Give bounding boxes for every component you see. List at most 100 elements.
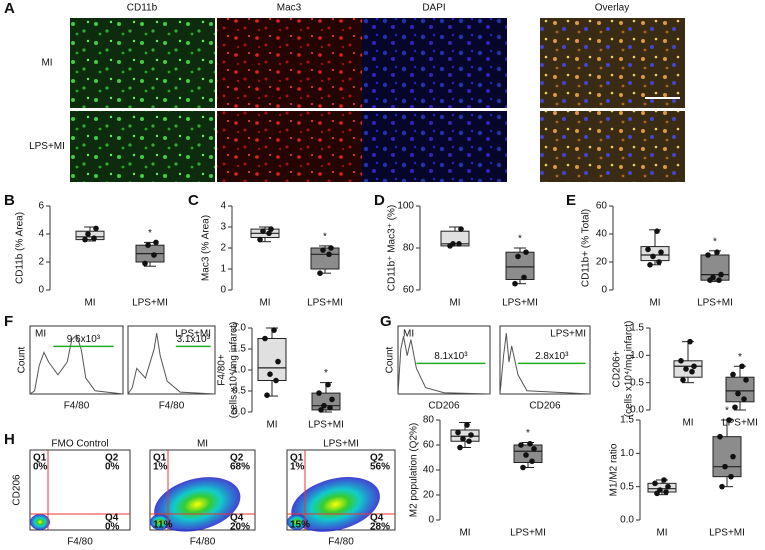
x-tick-label: MI (266, 420, 277, 431)
data-point (518, 442, 524, 448)
significance-star: * (725, 406, 729, 417)
data-point (82, 236, 88, 243)
significance-star: * (713, 236, 717, 247)
panel-letter: H (4, 431, 15, 448)
histogram-frame (397, 325, 491, 395)
quadrant-value: 11% (153, 520, 173, 531)
data-point (521, 274, 527, 281)
y-axis-label: M1/M2 ratio (609, 443, 620, 496)
histogram-curve (127, 333, 216, 395)
data-point (458, 226, 464, 232)
data-point (735, 390, 741, 397)
data-point (151, 252, 157, 258)
data-point (455, 429, 461, 436)
data-point (268, 226, 274, 232)
data-point (316, 390, 322, 396)
x-tick-label: MI (84, 298, 95, 309)
x-tick-label: LPS+MI (132, 298, 168, 309)
data-point (683, 366, 689, 372)
y-axis-label: CD206+ (612, 350, 623, 387)
column-title: Overlay (595, 3, 629, 14)
micrograph (217, 111, 362, 182)
histogram-frame (499, 325, 591, 395)
y-tick-label: 60 (423, 440, 435, 451)
data-point (466, 438, 472, 445)
quadrant-name: Q4 (370, 513, 384, 524)
data-point (657, 487, 663, 493)
column-title: DAPI (422, 3, 445, 14)
micrograph (362, 111, 507, 182)
quadrant-value: 0% (105, 462, 120, 473)
quadrant-name: Q2 (230, 453, 244, 464)
plot-title: MI (403, 329, 414, 340)
data-point (457, 444, 463, 451)
panel-letter: B (4, 192, 15, 209)
panel-letter: F (4, 313, 13, 330)
quadrant-name: Q2 (105, 453, 119, 464)
significance-star: * (518, 234, 522, 245)
panel-letter: D (374, 192, 385, 209)
data-point (456, 241, 462, 247)
data-point (665, 483, 671, 490)
y-tick-label: 3 (220, 222, 226, 233)
data-point (716, 277, 722, 284)
plot-title: MI (35, 329, 46, 340)
data-point (266, 230, 272, 237)
y-tick-label: 6 (38, 201, 44, 212)
quadrant-value: 68% (230, 462, 250, 473)
quadrant-value: 0% (105, 522, 120, 533)
x-tick-label: MI (459, 528, 470, 539)
significance-star: * (738, 352, 742, 363)
y-axis-label: F4/80+ (217, 354, 228, 386)
y-tick-label: 80 (403, 243, 415, 254)
data-point (714, 249, 720, 255)
x-tick-label: LPS+MI (308, 420, 344, 431)
plot-title: LPS+MI (175, 329, 211, 340)
panel-letter: G (380, 313, 392, 330)
y-tick-label: 60 (596, 201, 608, 212)
data-point (326, 251, 332, 258)
x-axis-label: F4/80 (64, 401, 90, 412)
y-axis-label: Count (17, 346, 28, 373)
quadrant-value: 1% (290, 462, 305, 473)
data-point (264, 392, 270, 399)
data-point (85, 231, 91, 237)
y-tick-label: 1.5 (232, 344, 246, 355)
y-tick-label: 1 (220, 264, 226, 275)
data-point (650, 253, 656, 260)
panel-letter: C (188, 192, 199, 209)
quadrant-value: 56% (370, 462, 390, 473)
histogram-frame (29, 325, 124, 395)
box (505, 251, 535, 280)
data-point (730, 453, 736, 460)
y-tick-label: 2.0 (232, 323, 246, 334)
data-point (317, 270, 323, 277)
significance-star: * (526, 428, 530, 439)
x-tick-label: LPS+MI (722, 418, 758, 429)
cell-cloud (154, 477, 241, 532)
gate-value: 2.8x10³ (535, 351, 569, 362)
quadrant-value: 28% (370, 522, 390, 533)
y-axis-label: CD11b (% Area) (15, 212, 26, 284)
y-tick-label: 0 (428, 515, 434, 526)
data-point (271, 327, 277, 333)
quadrant-value: 20% (230, 522, 250, 533)
micrograph (540, 18, 685, 108)
data-point (273, 377, 279, 384)
y-axis-label: CD11b+ (% Total) (581, 209, 592, 287)
data-point (468, 432, 474, 438)
y-tick-label: 4 (220, 201, 226, 212)
panel-letter: A (4, 0, 15, 17)
data-point (325, 381, 331, 388)
data-point (257, 236, 263, 243)
data-point (91, 235, 97, 241)
histogram-curve (499, 333, 591, 395)
data-point (275, 358, 281, 365)
histogram-frame (127, 325, 216, 395)
box (440, 230, 470, 247)
y-axis-label: CD11b⁺ Mac3⁺ (%) (387, 205, 398, 292)
y-tick-label: 2 (38, 257, 44, 268)
cell-cloud (291, 477, 380, 532)
y-axis-label: (cells x10⁴/mg infarct) (624, 321, 635, 418)
micrograph (217, 18, 362, 108)
